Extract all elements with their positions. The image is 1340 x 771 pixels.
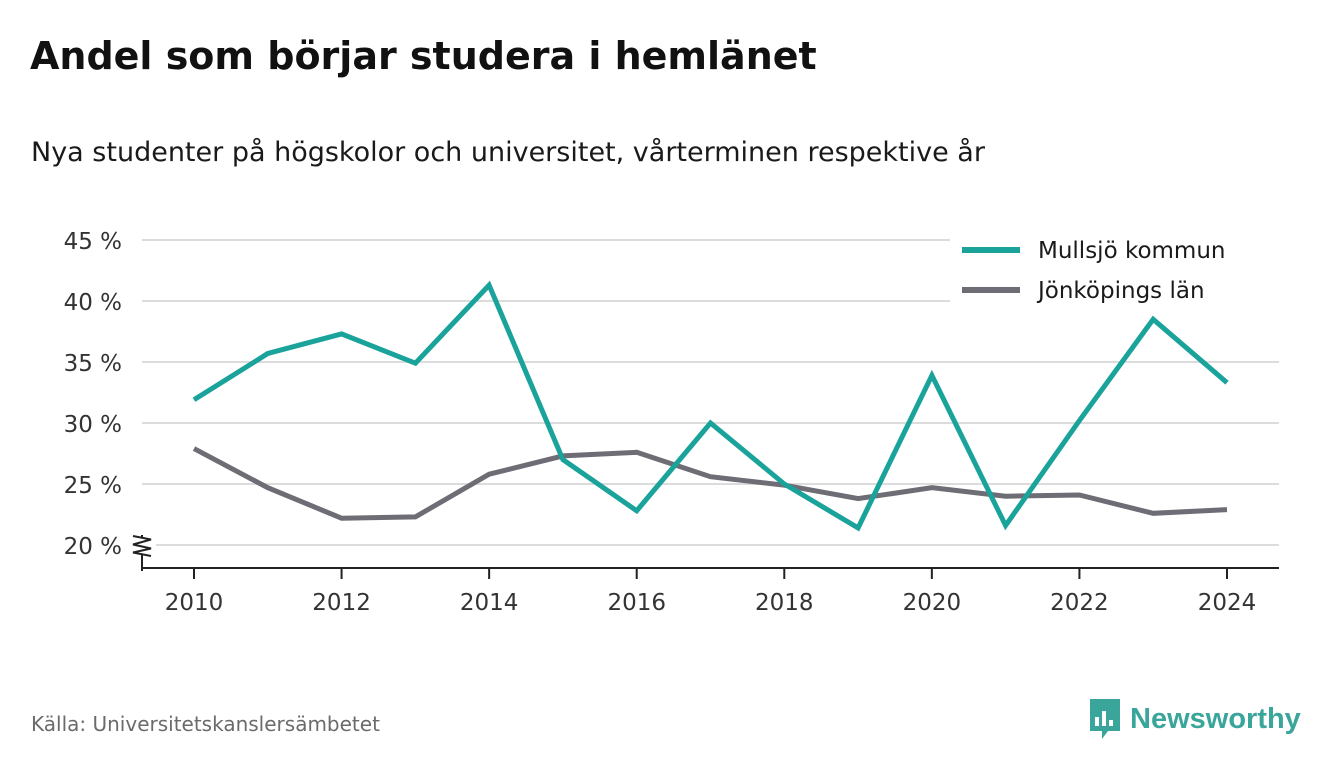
legend-label: Jönköpings län (1036, 278, 1205, 304)
x-tick-label: 2022 (1050, 590, 1109, 616)
chart-title: Andel som börjar studera i hemlänet (30, 34, 817, 78)
x-tick-label: 2016 (607, 590, 666, 616)
newsworthy-chart-logo-icon (1090, 699, 1120, 739)
x-tick-label: 2010 (165, 590, 224, 616)
brand-name: Newsworthy (1130, 702, 1301, 735)
x-tick-label: 2020 (903, 590, 962, 616)
y-tick-label: 35 % (64, 351, 122, 377)
series-line (192, 446, 1228, 521)
newsworthy-logo[interactable]: Newsworthy (1088, 697, 1301, 741)
x-tick-label: 2012 (312, 590, 371, 616)
legend-label: Mullsjö kommun (1038, 238, 1226, 264)
source-note: Källa: Universitetskanslersämbetet (31, 712, 380, 736)
x-tick-label: 2014 (460, 590, 519, 616)
y-axis-tick-labels: 20 % 25 % 30 % 35 % 40 % 45 % (64, 229, 122, 560)
chart-subtitle: Nya studenter på högskolor och universit… (31, 137, 985, 168)
y-tick-label: 20 % (64, 534, 122, 560)
y-tick-label: 40 % (64, 290, 122, 316)
chart-legend: Mullsjö kommun Jönköpings län (950, 230, 1280, 310)
x-axis: 2010 2012 2014 2016 2018 2020 2022 2024 (130, 535, 1279, 616)
chart-series (192, 280, 1229, 532)
legend-background (950, 230, 1280, 310)
x-tick-label: 2018 (755, 590, 814, 616)
y-tick-label: 25 % (64, 473, 122, 499)
series-line (192, 280, 1229, 532)
y-tick-label: 30 % (64, 412, 122, 438)
x-tick-label: 2024 (1198, 590, 1257, 616)
y-tick-label: 45 % (64, 229, 122, 255)
axis-break-icon (132, 535, 152, 557)
line-chart: 20 %25 %30 %35 %40 %45 % 2010 2012 2014 201… (64, 229, 1280, 616)
